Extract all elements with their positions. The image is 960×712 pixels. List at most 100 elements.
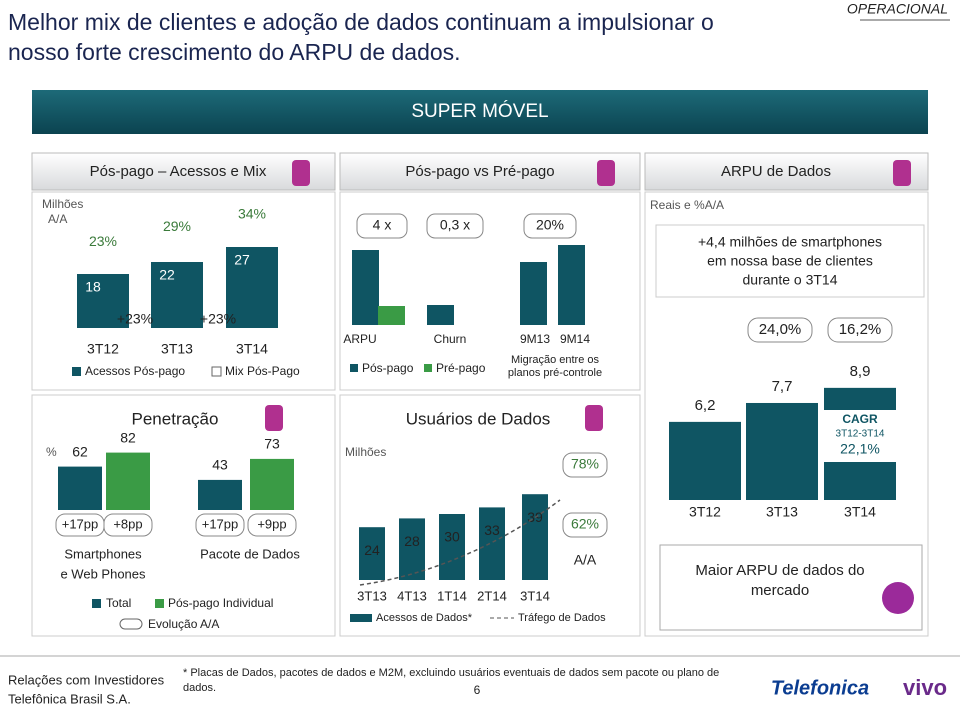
mix-label: 23% xyxy=(89,233,117,249)
bar xyxy=(520,262,547,325)
x-label: 4T13 xyxy=(397,588,427,603)
group-label: Churn xyxy=(434,332,467,346)
panel-heading-bg xyxy=(31,152,336,191)
growth-pill xyxy=(103,513,153,537)
bar-label: 18 xyxy=(85,279,101,295)
icon xyxy=(597,160,615,186)
footer-text: Relações com Investidores xyxy=(8,672,165,687)
note-box xyxy=(655,224,925,298)
icon xyxy=(265,405,283,431)
bar-label: 43 xyxy=(212,457,228,473)
panel-heading: ARPU de Dados xyxy=(721,163,831,180)
unit: Milhões xyxy=(42,197,83,211)
footnote: * Placas de Dados, pacotes de dados e M2… xyxy=(183,667,719,679)
panel xyxy=(31,191,336,391)
bar xyxy=(399,518,425,580)
unit: Milhões xyxy=(345,445,386,459)
bar xyxy=(479,507,505,580)
share-pill xyxy=(562,452,608,478)
cagr-box xyxy=(822,410,898,462)
bar xyxy=(746,402,818,500)
unit: Reais e %A/A xyxy=(650,198,724,212)
legend-swatch xyxy=(424,364,432,372)
growth-label: 62% xyxy=(571,516,599,532)
share-label: 78% xyxy=(571,456,599,472)
bar xyxy=(58,466,102,510)
legend-label: Pós-pago xyxy=(362,361,414,375)
section-tag: OPERACIONAL xyxy=(847,1,948,17)
group-label: 9M14 xyxy=(560,332,590,346)
mix-label: 29% xyxy=(163,218,191,234)
legend-label: Total xyxy=(106,596,131,610)
bar xyxy=(439,514,465,580)
group-label: Pacote de Dados xyxy=(200,546,300,561)
logo: Telefonica xyxy=(771,677,869,699)
growth-pill xyxy=(747,317,813,343)
bar xyxy=(250,458,294,510)
growth-label: +9pp xyxy=(257,516,286,531)
bar-label: 22 xyxy=(159,267,175,283)
bar-label: 28 xyxy=(404,533,420,549)
bar-label: 82 xyxy=(120,429,136,445)
title: Melhor mix de clientes e adoção de dados… xyxy=(8,9,714,35)
caption: Migração entre os xyxy=(511,354,600,366)
growth-label: +23% xyxy=(200,311,236,327)
bar xyxy=(77,274,129,328)
bar-label: 30 xyxy=(444,529,460,545)
growth-pill xyxy=(827,317,893,343)
bar-label: 27 xyxy=(234,252,250,268)
group-label: e Web Phones xyxy=(60,566,146,581)
legend-swatch xyxy=(350,614,372,622)
bar xyxy=(378,306,405,325)
bar-label: 33 xyxy=(484,522,500,538)
growth-label: 16,2% xyxy=(839,321,882,338)
panel-subheading: Usuários de Dados xyxy=(406,409,551,428)
bar xyxy=(352,250,379,325)
x-label: 3T12 xyxy=(87,341,119,357)
growth-pill xyxy=(247,513,297,537)
legend-label: Acessos de Dados* xyxy=(376,612,473,624)
panel xyxy=(339,191,641,391)
footnote: dados. xyxy=(183,682,216,694)
banner-text: SUPER MÓVEL xyxy=(411,100,548,122)
growth-sub: A/A xyxy=(574,552,597,568)
legend-label: Pré-pago xyxy=(436,361,486,375)
growth-label: 24,0% xyxy=(759,321,802,338)
legend-swatch xyxy=(119,618,143,630)
panel-heading-bg xyxy=(339,152,641,191)
panel xyxy=(644,191,929,637)
bar xyxy=(198,479,242,510)
panel-heading: Pós-pago vs Pré-pago xyxy=(405,163,554,180)
ratio-pill xyxy=(523,213,577,239)
legend-swatch xyxy=(155,599,164,608)
x-label: 2T14 xyxy=(477,588,507,603)
icon xyxy=(893,160,911,186)
bar-label: 24 xyxy=(364,542,380,558)
mascot xyxy=(882,582,914,614)
legend-swatch xyxy=(350,364,358,372)
bar-label: 7,7 xyxy=(772,378,793,395)
cagr-value: 22,1% xyxy=(840,441,880,457)
bar-label: 73 xyxy=(264,436,280,452)
unit: A/A xyxy=(48,212,67,226)
bar xyxy=(226,247,278,328)
x-label: 3T14 xyxy=(520,588,550,603)
title: nosso forte crescimento do ARPU de dados… xyxy=(8,39,461,65)
x-label: 3T12 xyxy=(689,504,721,520)
growth-label: +8pp xyxy=(113,516,142,531)
icon xyxy=(292,160,310,186)
panel-heading-bg xyxy=(644,152,929,191)
x-label: 3T13 xyxy=(161,341,193,357)
growth-pill xyxy=(562,512,608,538)
legend-label: Evolução A/A xyxy=(148,617,219,631)
caption: planos pré-controle xyxy=(508,367,602,379)
legend-label: Tráfego de Dados xyxy=(518,612,606,624)
bar xyxy=(669,421,741,500)
bar xyxy=(522,494,548,580)
growth-label: +23% xyxy=(117,311,153,327)
note: +4,4 milhões de smartphones xyxy=(698,234,882,250)
bar-label: 8,9 xyxy=(850,363,871,380)
panel-subheading: Penetração xyxy=(132,409,219,428)
callout-box xyxy=(659,544,923,631)
